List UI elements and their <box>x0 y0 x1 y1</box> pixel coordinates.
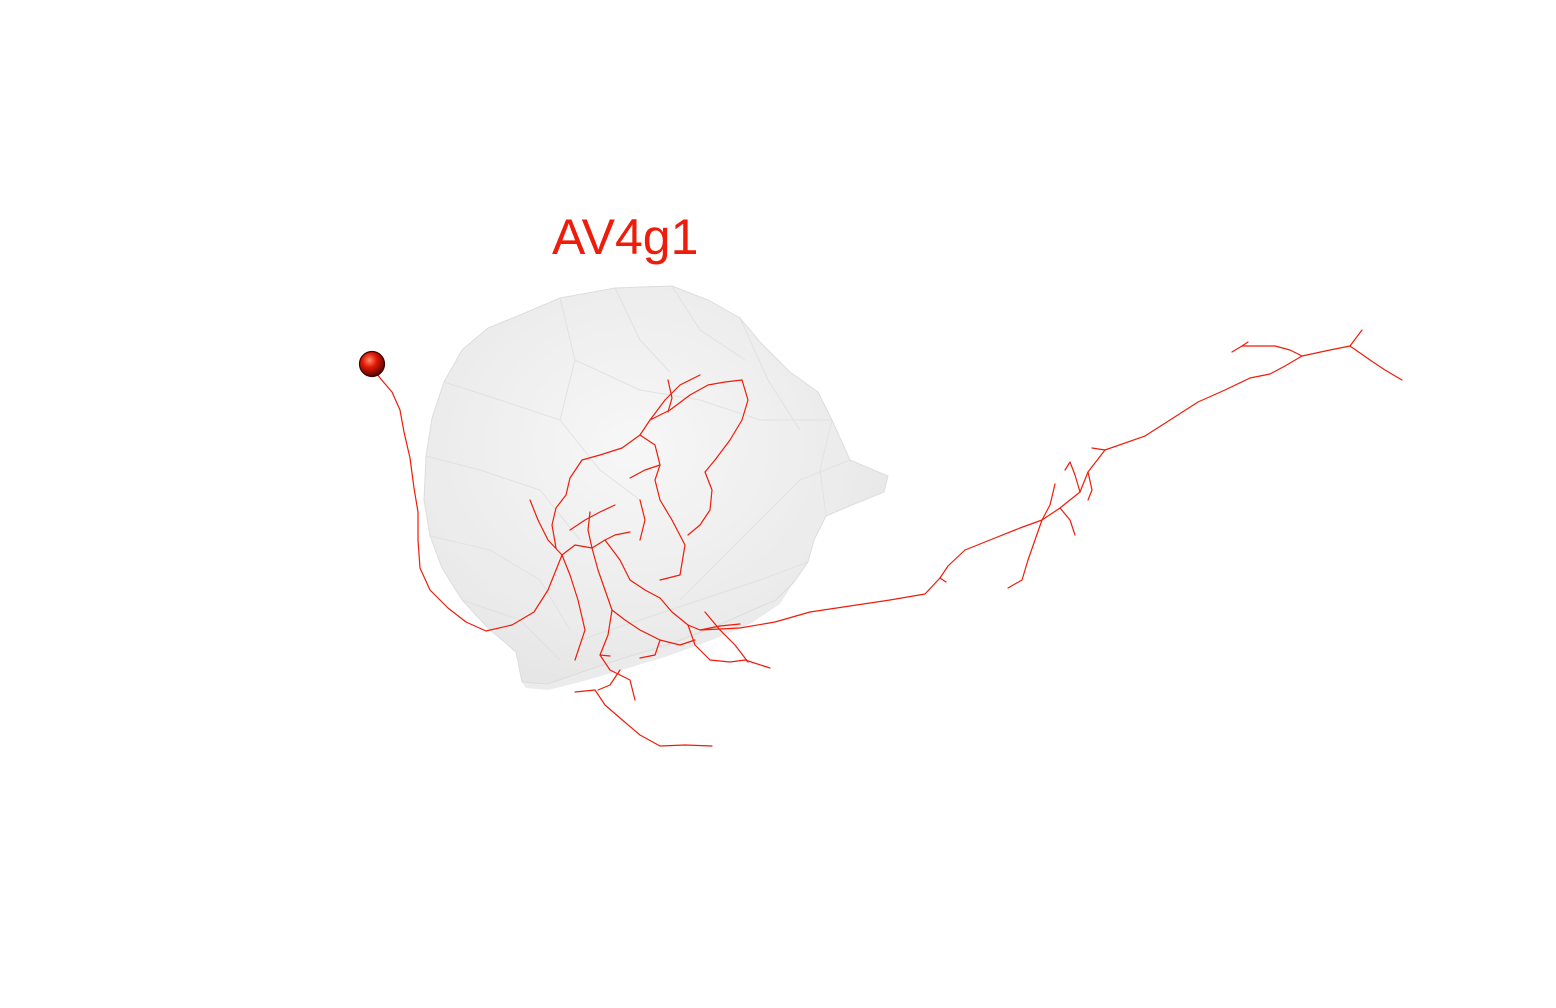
axon-branch <box>1087 471 1093 501</box>
axon-branch <box>1091 447 1106 451</box>
arbor-branch <box>667 379 673 413</box>
arbor-branch <box>639 434 686 581</box>
arbor-branch <box>649 379 743 421</box>
axon-branch <box>1349 329 1363 347</box>
arbor-branch <box>537 519 563 556</box>
arbor-branch <box>629 464 661 479</box>
arbor-branch <box>561 554 586 661</box>
axon-branch <box>1041 483 1056 521</box>
arbor-branch <box>687 624 771 669</box>
primary-neurite <box>371 365 563 632</box>
arbor-branch <box>659 597 741 631</box>
arbor-branch <box>704 611 749 663</box>
axon-branch <box>1241 341 1249 347</box>
axon-branch <box>1059 507 1076 536</box>
arbor-branch <box>704 379 749 473</box>
arbor-branch <box>597 669 621 691</box>
axon-branch <box>1007 519 1043 589</box>
axon-branch <box>939 577 947 583</box>
arbor-branch <box>604 539 661 599</box>
axon-branch <box>1349 345 1403 381</box>
arbor-branch <box>687 471 713 536</box>
arbor-branch <box>551 374 701 549</box>
axon-branch <box>1064 461 1081 493</box>
neuron-skeleton <box>371 329 1403 747</box>
arbor-branch <box>639 499 646 541</box>
arbor-branch <box>561 531 631 556</box>
arbor-branch <box>529 499 539 521</box>
arbor-branch <box>611 609 696 646</box>
arbor-branch <box>574 689 713 747</box>
soma-sphere <box>358 350 386 378</box>
arbor-branch <box>587 511 593 549</box>
axon-branch <box>1231 345 1303 357</box>
arbor-branch <box>591 547 636 701</box>
neuropil-mesh-facets <box>425 285 851 661</box>
arbor-branch <box>599 654 611 657</box>
arbor-branch <box>569 504 616 531</box>
neuron-label: AV4g1 <box>552 209 698 265</box>
arbor-branch <box>639 639 661 659</box>
